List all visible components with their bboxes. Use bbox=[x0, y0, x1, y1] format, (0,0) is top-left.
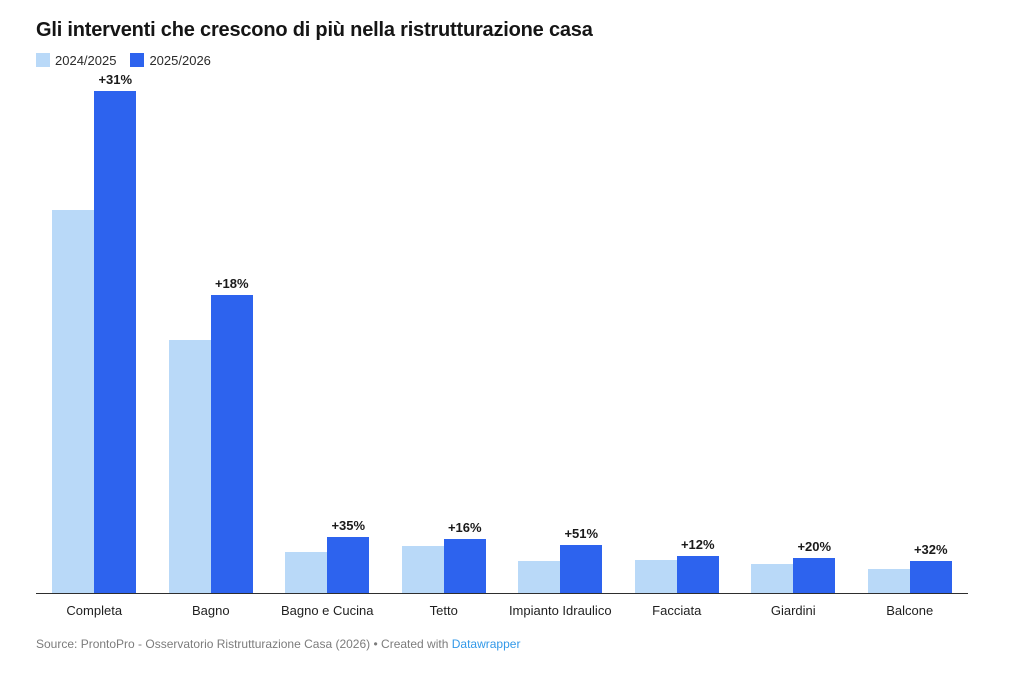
category-label: Completa bbox=[66, 603, 123, 618]
source-text: Source: ProntoPro - Osservatorio Ristrut… bbox=[36, 637, 371, 651]
value-label: +20% bbox=[797, 539, 832, 554]
bar-2024-2025[interactable] bbox=[634, 560, 677, 593]
chart-title: Gli interventi che crescono di più nella… bbox=[36, 19, 593, 41]
value-label: +12% bbox=[680, 537, 715, 552]
plot-area: +31% +18% +35% +16% +51% +12% +20% +32% bbox=[36, 72, 968, 594]
bar-group: +18% bbox=[153, 276, 270, 593]
created-with-text: Created with bbox=[381, 637, 452, 651]
bar-group: +32% bbox=[852, 542, 969, 593]
bar-2024-2025[interactable] bbox=[168, 340, 211, 593]
bar-group: +12% bbox=[619, 537, 736, 593]
category-label: Bagno e Cucina bbox=[280, 603, 374, 618]
bar-group: +20% bbox=[735, 539, 852, 593]
category-label: Bagno bbox=[191, 603, 230, 618]
category-label: Balcone bbox=[886, 603, 934, 618]
source-line: Source: ProntoPro - Osservatorio Ristrut… bbox=[36, 637, 1024, 651]
bar-2025-2026[interactable]: +20% bbox=[793, 539, 836, 593]
chart-container: Gli interventi che crescono di più nella… bbox=[0, 18, 1024, 690]
bar-2024-2025[interactable] bbox=[751, 564, 794, 593]
bar-group: +31% bbox=[36, 72, 153, 593]
bar-2025-2026[interactable]: +51% bbox=[560, 526, 603, 593]
bar-2025-2026[interactable]: +35% bbox=[327, 518, 370, 593]
bar-group: +16% bbox=[386, 520, 503, 593]
footer-separator: • bbox=[370, 637, 382, 651]
bar-2025-2026[interactable]: +12% bbox=[676, 537, 719, 593]
legend-label-2025-2026: 2025/2026 bbox=[149, 52, 211, 68]
legend-label-2024-2025: 2024/2025 bbox=[55, 52, 117, 68]
legend-item-2024-2025: 2024/2025 bbox=[36, 53, 116, 68]
category-label: Facciata bbox=[652, 603, 702, 618]
bar-group: +51% bbox=[502, 526, 619, 593]
bar-2024-2025[interactable] bbox=[518, 561, 561, 593]
category-label: Tetto bbox=[429, 603, 458, 618]
category-axis: Completa Bagno Bagno e Cucina Tetto Impianto… bbox=[36, 594, 968, 618]
value-label: +51% bbox=[564, 526, 599, 541]
bar-2025-2026[interactable]: +16% bbox=[443, 520, 486, 593]
bar-group: +35% bbox=[269, 518, 386, 593]
value-label: +16% bbox=[447, 520, 482, 535]
bar-2025-2026[interactable]: +31% bbox=[94, 72, 137, 593]
category-label: Giardini bbox=[770, 603, 816, 618]
value-label: +35% bbox=[331, 518, 366, 533]
bar-2024-2025[interactable] bbox=[52, 210, 95, 593]
bar-2025-2026[interactable]: +32% bbox=[909, 542, 952, 593]
value-label: +18% bbox=[214, 276, 249, 291]
bar-2024-2025[interactable] bbox=[401, 546, 444, 593]
legend: 2024/2025 2025/2026 bbox=[36, 52, 1024, 68]
bar-2025-2026[interactable]: +18% bbox=[210, 276, 253, 593]
legend-item-2025-2026: 2025/2026 bbox=[130, 52, 211, 68]
legend-swatch-2025-2026 bbox=[130, 53, 145, 67]
datawrapper-link[interactable]: Datawrapper bbox=[451, 637, 521, 651]
value-label: +31% bbox=[98, 72, 133, 87]
value-label: +32% bbox=[913, 542, 948, 557]
category-label: Impianto Idraulico bbox=[508, 603, 612, 618]
bar-2024-2025[interactable] bbox=[867, 569, 910, 593]
legend-swatch-2024-2025 bbox=[36, 53, 50, 67]
bar-2024-2025[interactable] bbox=[285, 552, 328, 593]
